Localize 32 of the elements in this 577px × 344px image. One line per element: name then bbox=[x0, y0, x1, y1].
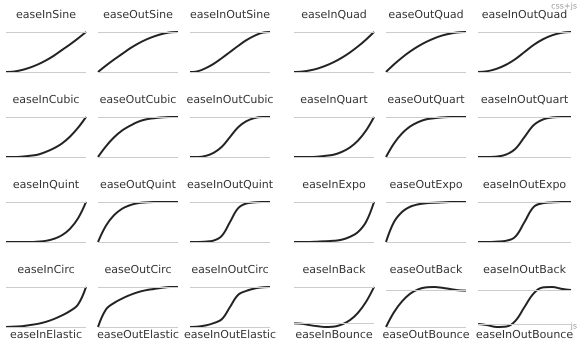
chart-title: easeInOutQuad bbox=[482, 8, 568, 21]
chart-title: easeInCubic bbox=[12, 93, 80, 106]
chart-title: easeInOutCubic bbox=[186, 93, 274, 106]
chart-title: easeOutBack bbox=[390, 263, 463, 276]
chart-title: easeInOutCirc bbox=[191, 263, 269, 276]
chart-title: easeInQuart bbox=[300, 93, 368, 106]
chart-title: easeOutQuart bbox=[387, 93, 466, 106]
chart-title: easeOutQuad bbox=[388, 8, 464, 21]
chart-title: easeInOutExpo bbox=[482, 178, 566, 191]
chart-title: easeInQuad bbox=[301, 8, 367, 21]
text: easeInBounce bbox=[295, 328, 373, 341]
chart-title: easeInOutSine bbox=[190, 8, 270, 21]
text: css+js bbox=[551, 2, 577, 10]
text: easeInOutElastic bbox=[184, 328, 276, 341]
chart-title: easeInBack bbox=[302, 263, 366, 276]
chart-title: easeOutQuint bbox=[100, 178, 177, 191]
chart-title: easeInExpo bbox=[302, 178, 366, 191]
text: easeOutElastic bbox=[97, 328, 179, 341]
chart-title: easeOutCirc bbox=[104, 263, 172, 276]
chart-title: easeInCirc bbox=[17, 263, 75, 276]
chart-title: easeOutExpo bbox=[389, 178, 463, 191]
chart-title: easeInOutQuint bbox=[186, 178, 274, 191]
annotation: js bbox=[570, 322, 577, 330]
chart-title: easeInQuint bbox=[12, 178, 80, 191]
chart-title: easeOutCubic bbox=[100, 93, 176, 106]
chart-title: easeInSine bbox=[16, 8, 76, 21]
text: easeInElastic bbox=[10, 328, 82, 341]
text: easeOutBounce bbox=[382, 328, 470, 341]
chart-title: easeInOutQuart bbox=[480, 93, 569, 106]
text: easeInOutBounce bbox=[476, 328, 574, 341]
chart-title: easeInOutBack bbox=[483, 263, 567, 276]
chart-title: easeOutSine bbox=[103, 8, 174, 21]
